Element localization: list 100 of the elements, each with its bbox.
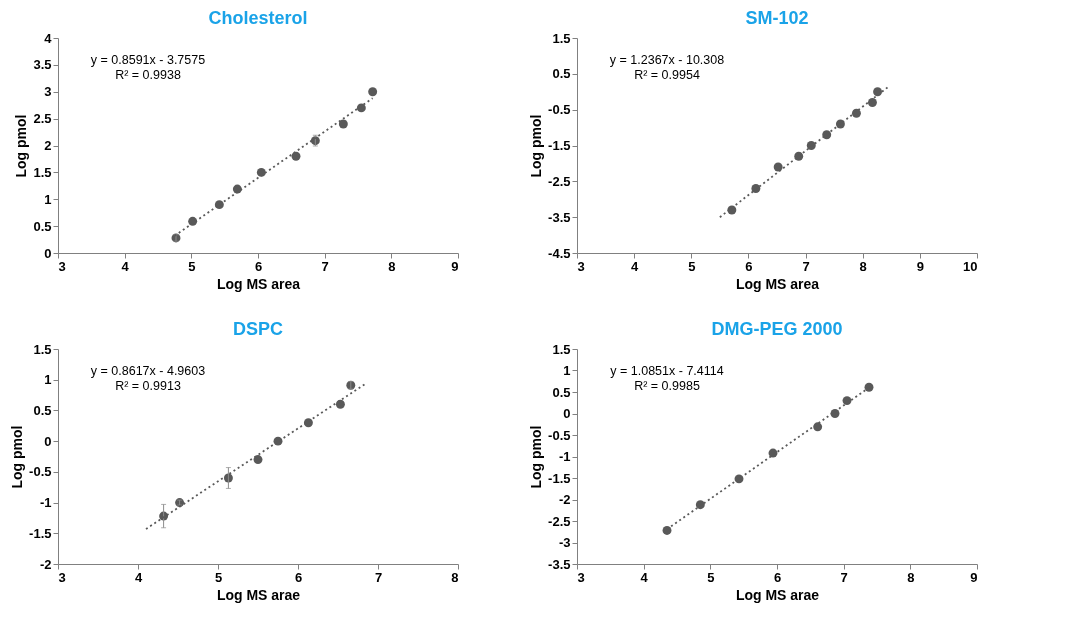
point [873, 87, 883, 97]
x-tick-label: 9 [916, 258, 924, 274]
annotation: y = 1.2367x - 10.308 [609, 53, 725, 67]
x-axis-title: Log MS arae [216, 586, 301, 603]
x-tick-label: 10 [963, 258, 978, 274]
y-tick-label: 4 [44, 30, 53, 46]
point [338, 119, 348, 129]
annotation: R² = 0.9954 [634, 68, 700, 82]
y-tick-label: -2.5 [548, 173, 571, 189]
point [813, 422, 823, 432]
point [842, 396, 852, 406]
x-tick-label: 9 [970, 569, 978, 585]
point [851, 108, 861, 118]
y-tick-label: -0.5 [29, 464, 52, 480]
x-axis-title: Log MS area [735, 275, 820, 292]
x-tick-label: 7 [321, 258, 329, 274]
chart-title: DSPC [232, 319, 284, 339]
y-axis-title: Log pmol [528, 114, 545, 178]
point [867, 98, 877, 107]
y-tick-label: -1.5 [548, 138, 571, 153]
y-tick-label: -0.5 [548, 427, 571, 443]
y-tick-label: 1 [44, 191, 52, 207]
y-tick-label: -3 [558, 535, 571, 550]
point [356, 103, 366, 113]
y-tick-label: 1.5 [552, 341, 571, 357]
y-tick-label: -3.5 [548, 209, 571, 225]
x-axis-title: Log MS arae [735, 586, 820, 603]
y-tick-label: 0.5 [33, 218, 52, 234]
point [695, 500, 705, 510]
chart-title: SM-102 [745, 8, 809, 28]
y-tick-label: -4.5 [548, 245, 571, 261]
x-tick-label: 3 [58, 258, 66, 274]
point [214, 200, 224, 210]
annotation: R² = 0.9985 [634, 379, 700, 393]
x-tick-label: 7 [802, 258, 810, 274]
x-tick-label: 4 [640, 569, 649, 585]
y-tick-label: 3.5 [33, 57, 52, 73]
y-tick-label: -1 [558, 449, 571, 464]
y-axis-title: Log pmol [528, 425, 545, 489]
x-tick-label: 7 [840, 569, 848, 585]
x-tick-label: 9 [451, 258, 459, 274]
point [335, 399, 345, 409]
x-tick-label: 5 [707, 569, 715, 585]
y-tick-label: -2 [558, 492, 571, 507]
x-tick-label: 3 [58, 569, 66, 585]
y-tick-label: -1.5 [548, 470, 571, 486]
x-tick-label: 8 [388, 258, 396, 274]
chart-title: DMG-PEG 2000 [711, 319, 843, 339]
y-tick-label: -2 [39, 556, 52, 572]
y-tick-label: 0 [44, 245, 52, 261]
x-tick-label: 5 [688, 258, 696, 274]
x-tick-label: 8 [451, 569, 459, 585]
point [822, 130, 832, 140]
x-tick-label: 3 [577, 258, 585, 274]
x-tick-label: 6 [254, 258, 263, 274]
y-tick-label: 0.5 [552, 384, 571, 400]
y-tick-label: 1.5 [33, 164, 52, 180]
x-tick-label: 4 [631, 258, 640, 274]
x-tick-label: 8 [859, 258, 867, 274]
annotation: y = 0.8617x - 4.9603 [90, 364, 206, 378]
y-tick-label: 0 [563, 406, 571, 421]
y-axis-title: Log pmol [9, 425, 26, 489]
y-tick-label: -1 [39, 495, 52, 511]
point [253, 455, 263, 465]
x-tick-label: 4 [121, 258, 130, 274]
x-tick-label: 5 [214, 569, 223, 585]
y-tick-label: 0.5 [33, 402, 52, 418]
y-tick-label: 3 [44, 84, 52, 100]
x-tick-label: 7 [374, 569, 383, 585]
y-tick-label: 1 [563, 363, 571, 378]
x-tick-label: 4 [134, 569, 143, 585]
chart-title: Cholesterol [208, 8, 308, 28]
y-tick-label: 2 [44, 138, 52, 153]
y-tick-label: -0.5 [548, 102, 571, 118]
annotation: y = 1.0851x - 7.4114 [610, 364, 724, 378]
y-axis-title: Log pmol [13, 114, 30, 178]
y-tick-label: 0.5 [552, 66, 571, 82]
x-tick-label: 6 [773, 569, 782, 585]
x-tick-label: 3 [577, 569, 585, 585]
y-tick-label: 0 [44, 433, 52, 449]
y-tick-label: -1.5 [29, 525, 52, 541]
annotation: R² = 0.9938 [115, 68, 181, 82]
point [806, 141, 816, 150]
x-tick-label: 6 [294, 569, 303, 585]
y-tick-label: 1.5 [33, 341, 52, 357]
x-tick-label: 8 [907, 569, 915, 585]
point [662, 526, 672, 535]
y-tick-label: 1 [44, 372, 52, 388]
point [773, 162, 783, 172]
x-tick-label: 6 [745, 258, 753, 274]
x-tick-label: 5 [188, 258, 196, 274]
point [256, 167, 266, 177]
y-tick-label: -2.5 [548, 513, 571, 529]
annotation: y = 0.8591x - 3.7575 [90, 53, 206, 67]
y-tick-label: -3.5 [548, 556, 571, 572]
x-axis-title: Log MS area [216, 275, 301, 292]
annotation: R² = 0.9913 [115, 379, 181, 393]
point [368, 87, 378, 97]
y-tick-label: 1.5 [552, 30, 571, 46]
y-tick-label: 2.5 [33, 111, 52, 127]
